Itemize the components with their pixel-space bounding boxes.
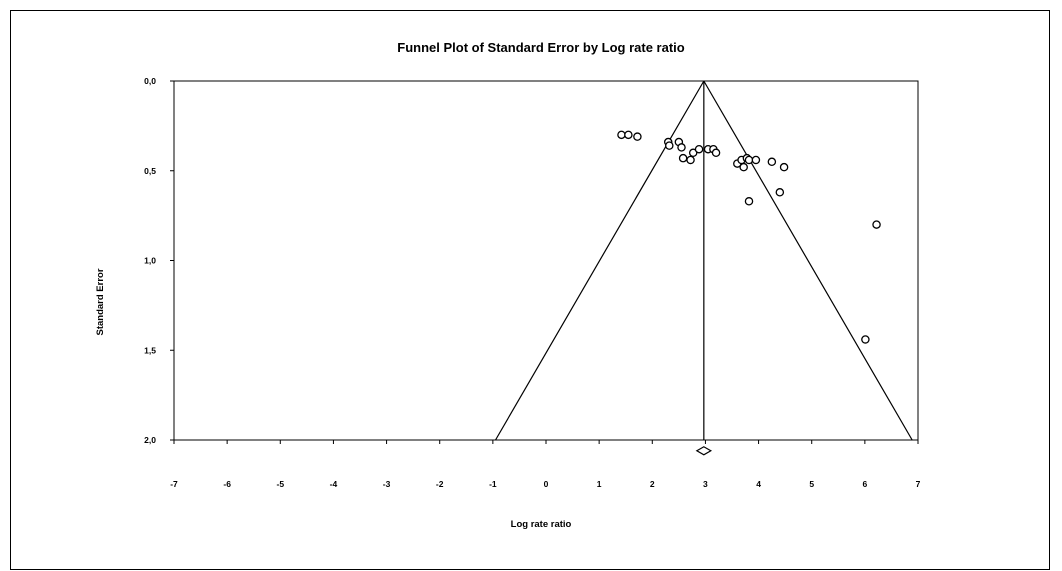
study-point (739, 162, 748, 172)
x-tick-label: 3 (703, 479, 708, 489)
study-point (767, 157, 777, 167)
study-point (665, 141, 674, 150)
y-tick-label: 0,5 (144, 166, 156, 176)
x-tick-label: -3 (383, 479, 391, 489)
study-point (624, 130, 633, 140)
plot-area-border (173, 80, 919, 441)
chart-title: Funnel Plot of Standard Error by Log rat… (397, 40, 685, 55)
x-tick-label: 6 (862, 479, 867, 489)
x-tick-label: -6 (223, 479, 231, 489)
funnel-plot: Funnel Plot of Standard Error by Log rat… (95, 40, 921, 530)
study-point (775, 188, 785, 197)
study-points (617, 130, 881, 344)
x-tick-label: 5 (809, 479, 814, 489)
chart-frame: Funnel Plot of Standard Error by Log rat… (10, 10, 1050, 570)
study-point (686, 155, 695, 165)
x-tick-label: -7 (170, 479, 178, 489)
y-axis-label: Standard Error (95, 268, 106, 335)
y-tick-label: 1,0 (144, 256, 156, 266)
study-point (617, 130, 626, 140)
x-tick-label: -5 (277, 479, 285, 489)
study-point (751, 155, 761, 165)
study-point (694, 144, 704, 154)
x-axis-label: Log rate ratio (511, 519, 572, 530)
axis-ticks: -7 -6 -5 -4 -3 -2 -1 0 1 2 3 4 5 6 7 0,0 0,5 1,0 1,5 2,0 (144, 76, 920, 489)
study-point (677, 143, 686, 152)
x-tick-label: -4 (330, 479, 338, 489)
x-tick-label: 7 (916, 479, 921, 489)
funnel-lines (494, 80, 913, 441)
study-point (872, 220, 881, 229)
study-point (744, 197, 754, 206)
x-tick-label: -2 (436, 479, 444, 489)
study-point (779, 162, 789, 172)
study-point (633, 132, 642, 141)
x-tick-label: -1 (489, 479, 497, 489)
y-tick-label: 1,5 (144, 345, 156, 355)
study-point (678, 153, 688, 163)
funnel-left-line (494, 80, 705, 441)
y-tick-label: 2,0 (144, 435, 156, 445)
y-tick-label: 0,0 (144, 76, 156, 86)
study-point (711, 148, 721, 158)
study-point (744, 155, 754, 165)
x-tick-label: 1 (597, 479, 602, 489)
summary-effect (695, 446, 713, 456)
summary-diamond (695, 446, 713, 456)
funnel-right-line (703, 80, 913, 441)
study-point (861, 335, 870, 344)
x-tick-label: 0 (544, 479, 549, 489)
x-tick-label: 2 (650, 479, 655, 489)
x-tick-label: 4 (756, 479, 761, 489)
